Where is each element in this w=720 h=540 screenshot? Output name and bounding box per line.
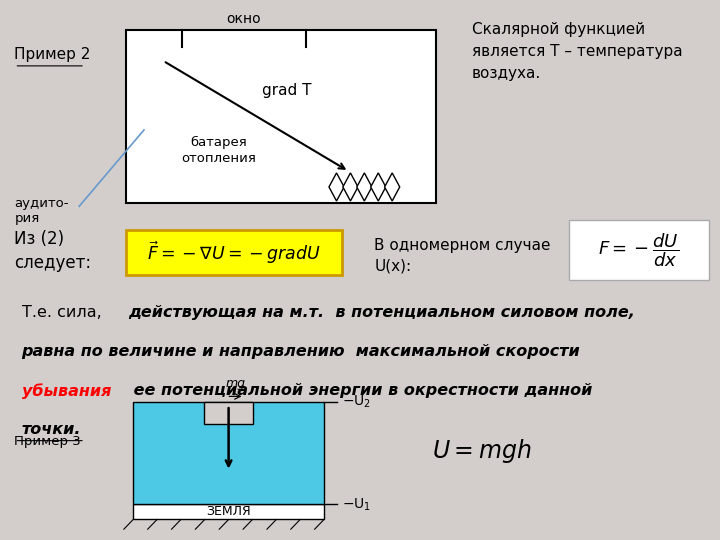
Bar [133,504,324,519]
Polygon shape [357,173,372,201]
Text: $-\mathrm{U}_1$: $-\mathrm{U}_1$ [342,496,372,512]
Text: Скалярной функцией
является Т – температура
воздуха.: Скалярной функцией является Т – температ… [472,22,683,81]
Text: аудито-
рия: аудито- рия [14,197,69,225]
Bar [133,402,324,504]
Text: точки.: точки. [22,422,81,437]
Bar [126,30,436,202]
Text: батарея
отопления: батарея отопления [181,136,256,165]
Text: ЗЕМЛЯ: ЗЕМЛЯ [207,505,251,518]
Text: $F = -\dfrac{dU}{dx}$: $F = -\dfrac{dU}{dx}$ [598,231,680,269]
Polygon shape [384,173,400,201]
Text: равна по величине и направлению  максимальной скорости: равна по величине и направлению максимал… [22,344,580,359]
Text: grad T: grad T [262,83,312,98]
Bar [126,230,342,275]
Text: $-\mathrm{U}_2$: $-\mathrm{U}_2$ [342,394,371,410]
Text: Пример 2: Пример 2 [14,47,91,62]
Text: окно: окно [226,12,261,26]
Polygon shape [343,173,358,201]
Text: $\vec{F}=-\nabla U=-gradU$: $\vec{F}=-\nabla U=-gradU$ [147,239,321,266]
Bar [204,402,253,424]
Text: В одномерном случае
U(x):: В одномерном случае U(x): [374,238,551,274]
Polygon shape [329,173,344,201]
Text: убывания: убывания [22,383,111,399]
Text: $U = mgh$: $U = mgh$ [432,437,531,465]
Text: действующая на м.т.  в потенциальном силовом поле,: действующая на м.т. в потенциальном сило… [128,305,635,320]
Bar [569,220,709,280]
Text: Пример 3: Пример 3 [14,435,81,448]
Text: Т.е. сила,: Т.е. сила, [22,305,107,320]
Text: Из (2)
следует:: Из (2) следует: [14,230,91,273]
Text: mg: mg [225,377,245,390]
Text: ее потенциальной энергии в окрестности данной: ее потенциальной энергии в окрестности д… [128,383,593,398]
Polygon shape [371,173,386,201]
